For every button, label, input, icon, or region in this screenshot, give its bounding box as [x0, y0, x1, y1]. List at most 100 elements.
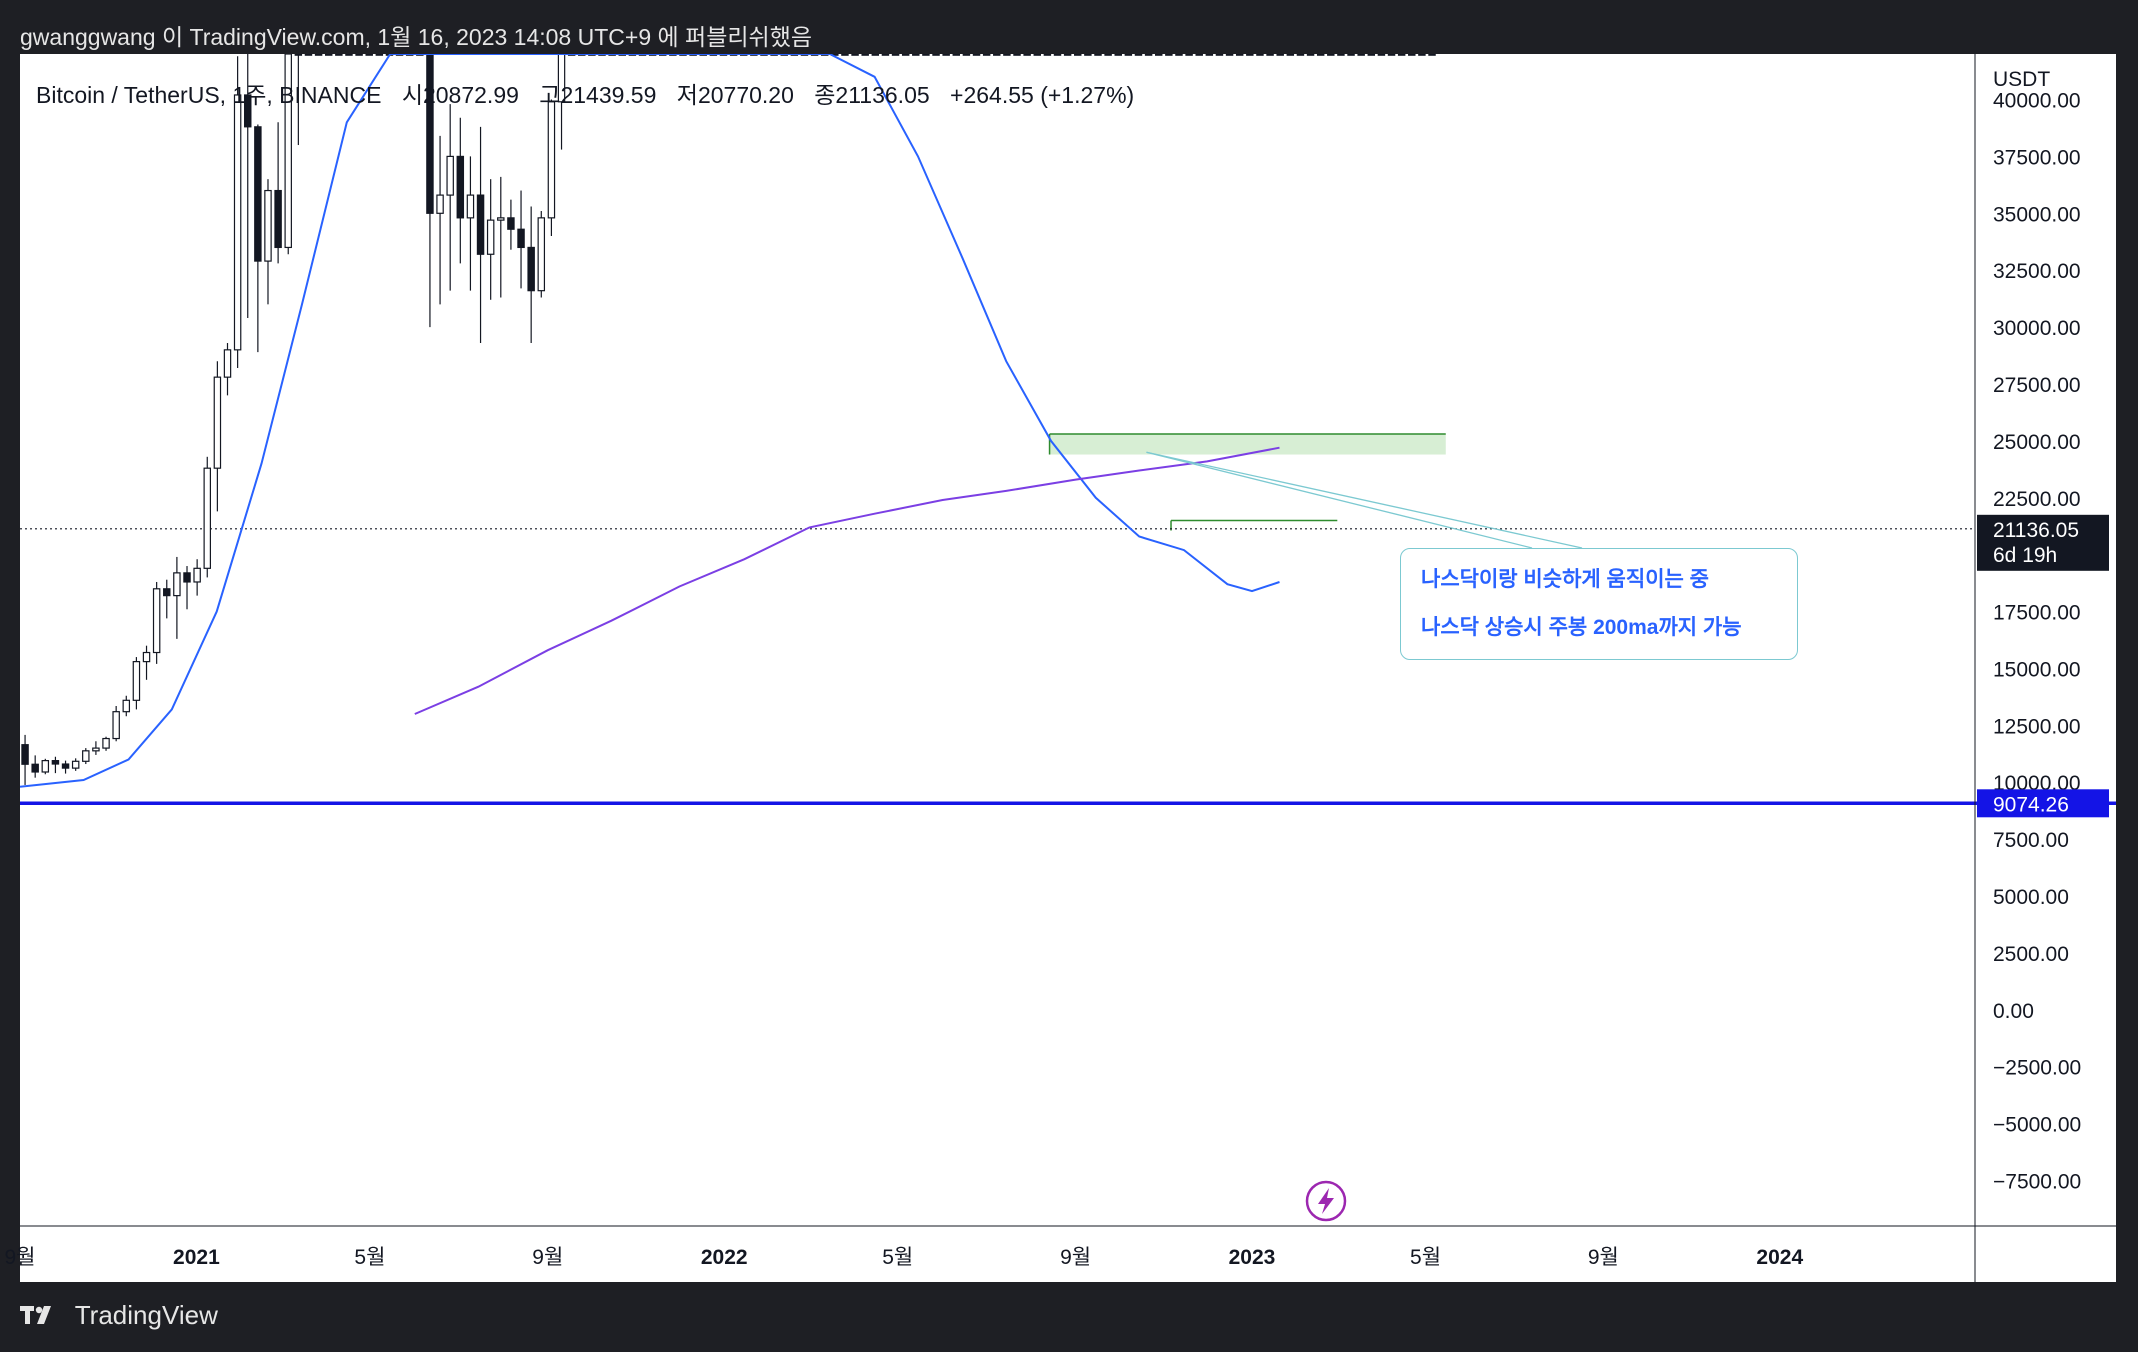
candle-body — [1316, 54, 1325, 56]
candle-body — [891, 54, 900, 56]
chart-frame[interactable] — [20, 54, 2116, 1282]
candle — [972, 54, 981, 56]
candle — [1003, 54, 1011, 56]
candle-body — [1023, 54, 1031, 56]
candle-body — [1003, 54, 1011, 56]
candle-body — [1175, 54, 1183, 56]
candle-body — [324, 54, 333, 56]
price-tick-label: 22500.00 — [1993, 488, 2081, 511]
price-tick-label: 27500.00 — [1993, 374, 2081, 397]
candle-body — [284, 54, 292, 249]
candle-body — [142, 651, 151, 663]
candle-body — [21, 744, 29, 765]
ma-long-line — [414, 446, 1280, 715]
candle-body — [355, 54, 363, 56]
footer: TradingView — [20, 1300, 218, 1340]
candle-body — [881, 54, 890, 56]
candle-body — [1327, 54, 1335, 56]
candle-body — [1154, 54, 1163, 56]
candle-body — [163, 588, 171, 597]
candle — [1306, 54, 1315, 56]
candle-body — [254, 126, 262, 262]
tradingview-logo-icon — [20, 1302, 60, 1333]
candle-body — [1043, 54, 1052, 56]
candle — [871, 54, 880, 56]
candle — [142, 645, 151, 680]
candle — [102, 736, 110, 751]
candle-body — [1428, 54, 1436, 56]
candle — [1367, 54, 1376, 56]
candle — [1337, 54, 1345, 56]
candle-body — [1013, 54, 1021, 56]
candle-body — [537, 217, 546, 292]
candle-body — [1094, 54, 1102, 56]
candle-body — [1387, 54, 1396, 56]
candle — [1246, 54, 1254, 56]
candle — [861, 54, 869, 56]
candle — [1144, 54, 1153, 56]
candle — [547, 99, 556, 237]
candle — [557, 54, 566, 150]
candle — [922, 54, 930, 56]
time-tick-label: 9월 — [5, 1246, 36, 1269]
candle — [152, 581, 161, 664]
time-tick-label: 5월 — [1410, 1246, 1441, 1269]
time-tick-label: 2023 — [1229, 1246, 1276, 1269]
candle — [851, 54, 859, 56]
candle — [1377, 54, 1386, 56]
candle-body — [1205, 54, 1214, 56]
legend-change: +264.55 (+1.27%) — [950, 82, 1135, 108]
candle — [355, 54, 363, 56]
legend-symbol[interactable]: Bitcoin / TetherUS, 1주, BINANCE — [36, 82, 382, 108]
candle-body — [486, 219, 495, 255]
last-price-badge — [1977, 514, 2109, 571]
candle-body — [1134, 54, 1143, 56]
candle — [486, 179, 495, 300]
time-tick-label: 9월 — [1060, 1246, 1091, 1269]
candle — [527, 206, 535, 344]
candle-body — [314, 54, 323, 56]
price-tick-label: 25000.00 — [1993, 431, 2081, 454]
candle-body — [1286, 54, 1295, 56]
lightning-icon[interactable] — [1305, 1180, 1347, 1222]
candle — [254, 124, 262, 353]
candle — [426, 54, 434, 328]
candle-body — [213, 376, 222, 469]
annotation-callout[interactable]: 나스닥이랑 비슷하게 움직이는 중 나스닥 상승시 주봉 200ma까지 가능 — [1400, 548, 1798, 660]
candle — [1023, 54, 1031, 56]
support-price-badge — [1977, 789, 2109, 818]
candle-body — [1266, 54, 1274, 56]
candle — [537, 211, 546, 298]
candle — [1286, 54, 1295, 56]
candle — [1074, 54, 1082, 56]
support-price-label: 9074.26 — [1993, 793, 2069, 816]
candle-body — [1185, 54, 1193, 56]
candle — [932, 54, 940, 56]
candle — [517, 190, 525, 289]
candle-body — [1418, 54, 1426, 56]
candle-body — [1084, 54, 1092, 56]
legend-high: 고21439.59 — [539, 82, 657, 108]
candle — [1185, 54, 1193, 56]
candle-body — [1276, 54, 1284, 56]
candle — [132, 657, 141, 710]
candle — [1013, 54, 1021, 56]
price-tick-label: −7500.00 — [1993, 1170, 2081, 1193]
candle — [1418, 54, 1426, 56]
candle — [1296, 54, 1305, 56]
candle — [1063, 54, 1072, 56]
candle — [497, 176, 505, 298]
callout-pointer — [1146, 451, 1583, 549]
candle — [1235, 54, 1244, 56]
candle-body — [466, 194, 475, 219]
candle — [21, 734, 29, 785]
candle — [1327, 54, 1335, 56]
candle — [1215, 54, 1224, 56]
candle-body — [436, 194, 444, 214]
price-tick-label: 0.00 — [1993, 1000, 2034, 1023]
candle-body — [446, 155, 454, 196]
candle — [335, 54, 343, 56]
candle-body — [61, 763, 70, 769]
candle-body — [1337, 54, 1345, 56]
